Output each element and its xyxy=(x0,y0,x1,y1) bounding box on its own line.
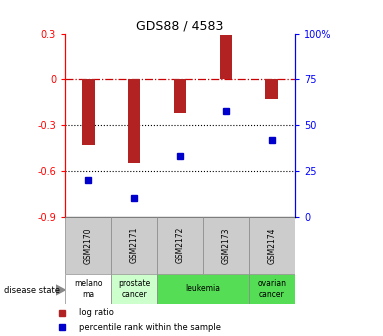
Text: GSM2174: GSM2174 xyxy=(267,227,277,263)
Text: GSM2171: GSM2171 xyxy=(129,227,139,263)
Bar xyxy=(65,274,111,304)
Bar xyxy=(128,79,141,163)
Bar xyxy=(249,274,295,304)
Text: leukemia: leukemia xyxy=(185,285,221,293)
Text: GSM2170: GSM2170 xyxy=(83,227,93,263)
Bar xyxy=(111,217,157,274)
Polygon shape xyxy=(56,285,65,295)
Text: melano
ma: melano ma xyxy=(74,279,102,299)
Text: percentile rank within the sample: percentile rank within the sample xyxy=(79,323,221,332)
Bar xyxy=(203,217,249,274)
Text: prostate
cancer: prostate cancer xyxy=(118,279,150,299)
Bar xyxy=(65,217,111,274)
Text: ovarian
cancer: ovarian cancer xyxy=(257,279,286,299)
Bar xyxy=(265,79,278,99)
Bar xyxy=(157,217,203,274)
Text: GSM2173: GSM2173 xyxy=(221,227,231,263)
Text: disease state: disease state xyxy=(4,286,60,295)
Bar xyxy=(249,217,295,274)
Bar xyxy=(219,35,232,79)
Bar xyxy=(157,274,249,304)
Text: GSM2172: GSM2172 xyxy=(175,227,185,263)
Text: log ratio: log ratio xyxy=(79,308,113,318)
Title: GDS88 / 4583: GDS88 / 4583 xyxy=(136,19,224,33)
Bar xyxy=(82,79,95,145)
Bar xyxy=(111,274,157,304)
Bar xyxy=(173,79,187,113)
